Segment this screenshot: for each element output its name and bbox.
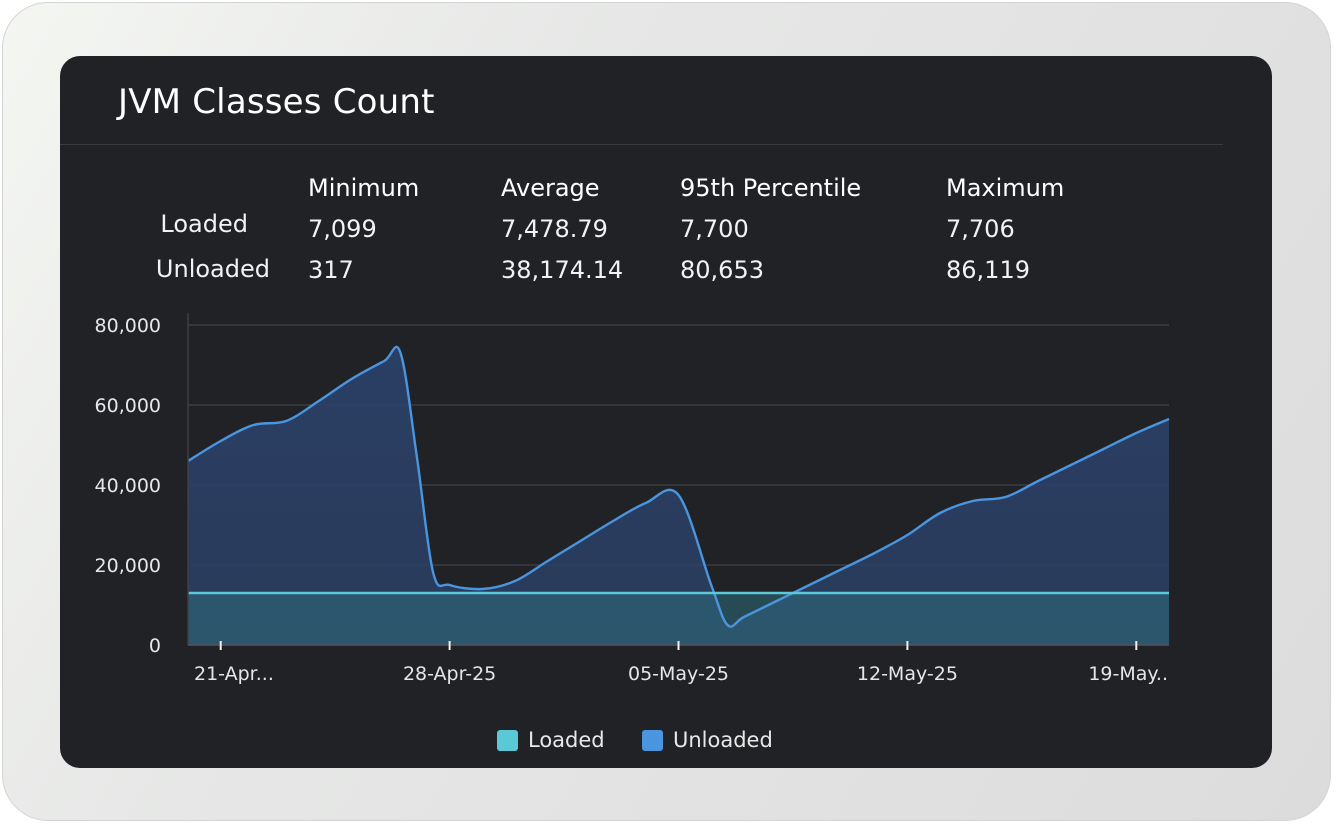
y-tick-label: 60,000 [95,395,161,417]
loaded-average: 7,478.79 [501,215,608,243]
stats-header-minimum: Minimum [308,174,420,202]
unloaded-minimum: 317 [308,256,354,284]
title-divider [60,144,1223,145]
stats-row-label-loaded: Loaded [160,210,248,238]
legend-label-unloaded: Unloaded [673,728,773,752]
stats-header-average: Average [501,174,600,202]
unloaded-average: 38,174.14 [501,256,624,284]
chart-legend: Loaded Unloaded [60,728,1272,752]
chart-card: JVM Classes Count Minimum Average 95th P… [60,56,1272,768]
y-tick-label: 40,000 [95,475,161,497]
stats-header-95th-percentile: 95th Percentile [680,174,862,202]
chart-title: JVM Classes Count [118,82,435,122]
legend-swatch-unloaded [642,729,663,751]
unloaded-95th-percentile: 80,653 [680,256,764,284]
legend-item-loaded[interactable]: Loaded [497,728,605,752]
unloaded-maximum: 86,119 [946,256,1030,284]
loaded-minimum: 7,099 [308,215,377,243]
x-tick-label: 12-May-25 [857,663,958,685]
x-tick-label: 21-Apr... [194,663,274,685]
unloaded-line [187,345,1170,628]
legend-label-loaded: Loaded [528,728,605,752]
x-tick-label: 05-May-25 [628,663,729,685]
stats-header-maximum: Maximum [946,174,1065,202]
y-tick-label: 80,000 [95,315,161,337]
loaded-maximum: 7,706 [946,215,1015,243]
x-tick-label: 19-May.. [1088,663,1168,685]
loaded-area [188,593,1169,645]
legend-swatch-loaded [497,729,518,751]
legend-item-unloaded[interactable]: Unloaded [642,728,773,752]
y-tick-label: 0 [149,635,161,657]
loaded-95th-percentile: 7,700 [680,215,749,243]
y-tick-label: 20,000 [95,555,161,577]
x-tick-label: 28-Apr-25 [403,663,496,685]
chart-plot: 0 20,000 40,000 60,000 80,000 21-Apr... 28-Apr… [95,313,1170,685]
stats-row-label-unloaded: Unloaded [155,255,270,283]
